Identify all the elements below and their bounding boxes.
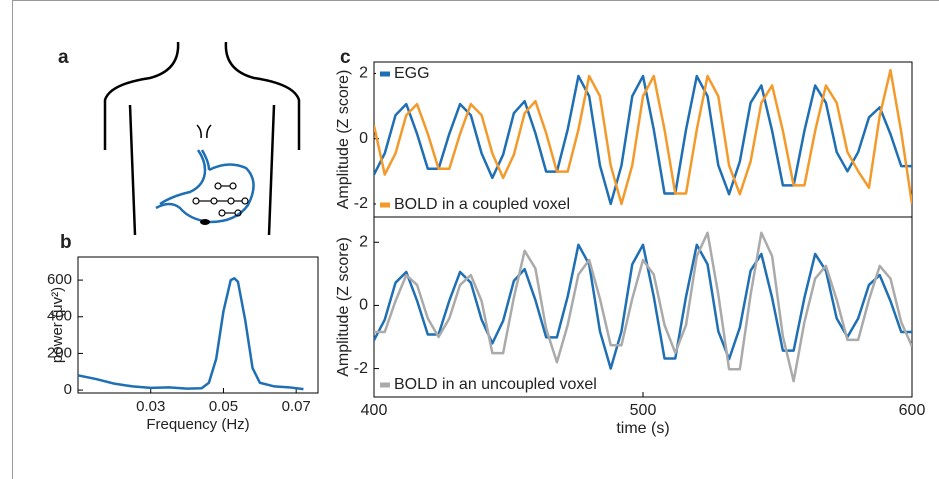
y-tick-label: -2 — [354, 360, 368, 377]
y-axis-label: Amplitude (Z score) — [335, 237, 352, 377]
y-axis-label: Amplitude (Z score) — [335, 70, 352, 210]
y-tick-label: 600 — [47, 271, 72, 288]
y-tick-label: 2 — [359, 233, 368, 250]
series-line — [374, 231, 912, 383]
series-line — [78, 277, 304, 391]
legend-bg — [376, 64, 428, 84]
legend-swatch — [380, 202, 390, 208]
legend-label: BOLD in a coupled voxel — [394, 196, 570, 213]
panel-label: a — [58, 47, 69, 68]
y-tick-label: -2 — [354, 195, 368, 212]
series-line — [374, 68, 912, 206]
torso-diagram — [103, 41, 301, 236]
x-axis-label: Frequency (Hz) — [146, 416, 249, 433]
legend-swatch — [380, 71, 390, 77]
plot-frame — [77, 256, 319, 394]
panel-label: c — [340, 47, 351, 68]
legend-bg — [376, 195, 600, 215]
legend-label: BOLD in an uncoupled voxel — [394, 376, 597, 393]
plot-frame — [373, 61, 913, 218]
x-tick-label: 500 — [630, 402, 657, 419]
y-tick-label: 0 — [359, 130, 368, 147]
series-line — [374, 243, 912, 370]
y-tick-label: 0 — [359, 297, 368, 314]
legend-bg — [376, 375, 626, 395]
x-tick-label: 400 — [361, 402, 388, 419]
legend-swatch — [380, 382, 390, 388]
panel-label: b — [60, 232, 72, 253]
x-tick-label: 600 — [899, 402, 926, 419]
legend-label: EGG — [394, 65, 430, 82]
y-tick-label: 200 — [47, 344, 72, 361]
x-tick-label: 0.03 — [136, 398, 165, 415]
x-axis-label: time (s) — [616, 420, 669, 437]
y-tick-label: 0 — [64, 381, 72, 398]
y-tick-label: 400 — [47, 308, 72, 325]
y-tick-label: 2 — [359, 65, 368, 82]
x-tick-label: 0.07 — [282, 398, 311, 415]
y-axis-label: power (μv²) — [49, 287, 66, 363]
x-tick-label: 0.05 — [209, 398, 238, 415]
